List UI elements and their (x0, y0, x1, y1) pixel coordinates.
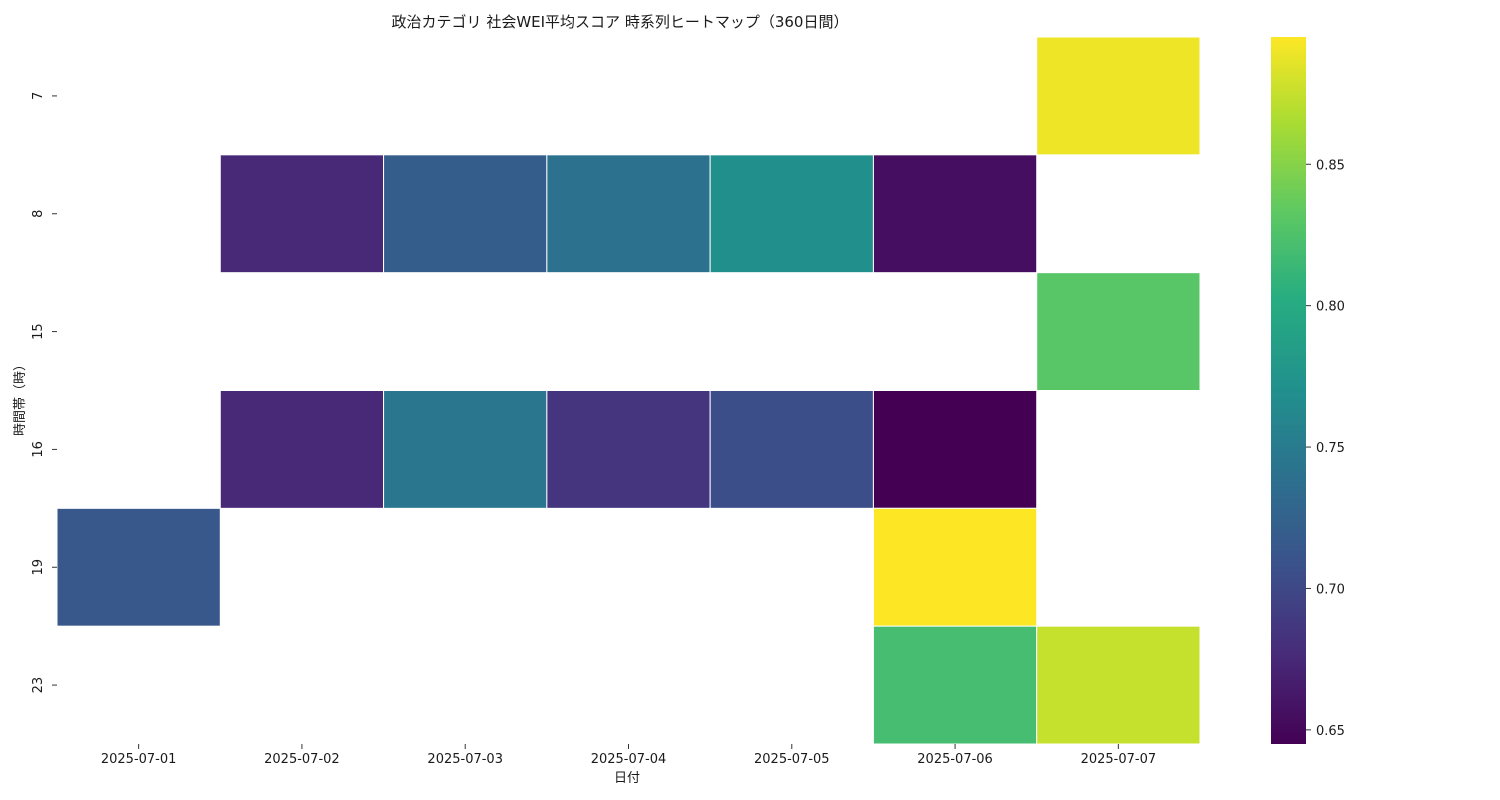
heatmap-cell-23-2025-07-06 (872, 625, 1038, 745)
x-tick-label: 2025-07-06 (917, 752, 993, 767)
colorbar-tick-label: 0.85 (1316, 158, 1345, 173)
colorbar-gradient (1271, 37, 1306, 744)
heatmap-cell-16-2025-07-04 (546, 390, 711, 509)
heatmap-cell-16-2025-07-05 (709, 390, 874, 509)
heatmap-cell-8-2025-07-03 (383, 154, 548, 274)
x-tick-label: 2025-07-05 (754, 752, 830, 767)
x-axis-label: 日付 (614, 771, 640, 786)
x-tick-label: 2025-07-02 (264, 752, 340, 767)
x-tick-label: 2025-07-01 (101, 752, 177, 767)
heatmap-cell-16-2025-07-03 (383, 390, 548, 509)
y-axis-label: 時間帯（時） (13, 358, 28, 436)
y-tick-label: 8 (31, 210, 46, 218)
x-tick-label: 2025-07-04 (591, 752, 667, 767)
colorbar-tick-label: 0.70 (1316, 582, 1345, 597)
colorbar-tick-label: 0.80 (1316, 300, 1345, 315)
heatmap-cell-16-2025-07-02 (219, 390, 385, 509)
colorbar-tick-label: 0.75 (1316, 441, 1345, 456)
heatmap-cells (56, 36, 1201, 745)
y-axis: 7 8 15 16 19 23 (31, 92, 57, 694)
y-tick-label: 23 (31, 677, 46, 694)
heatmap-cell-7-2025-07-07 (1036, 36, 1201, 156)
y-tick-label: 7 (31, 92, 46, 100)
heatmap-cell-19-2025-07-01 (56, 507, 221, 627)
heatmap-cell-23-2025-07-07 (1036, 625, 1201, 745)
y-tick-label: 19 (31, 559, 46, 576)
colorbar: 0.65 0.70 0.75 0.80 0.85 (1271, 37, 1345, 744)
chart-title: 政治カテゴリ 社会WEI平均スコア 時系列ヒートマップ（360日間） (392, 13, 849, 31)
heatmap-cell-19-2025-07-06 (872, 507, 1038, 627)
heatmap-cell-8-2025-07-05 (709, 154, 874, 274)
x-tick-label: 2025-07-03 (427, 752, 503, 767)
colorbar-tick-label: 0.65 (1316, 724, 1345, 739)
x-tick-label: 2025-07-07 (1081, 752, 1157, 767)
x-axis: 2025-07-01 2025-07-02 2025-07-03 2025-07-04… (101, 744, 1156, 767)
heatmap-cell-8-2025-07-06 (872, 154, 1038, 274)
heatmap-cell-8-2025-07-02 (219, 154, 385, 274)
heatmap-cell-8-2025-07-04 (546, 154, 711, 274)
heatmap-cell-16-2025-07-06 (872, 390, 1038, 509)
heatmap-cell-15-2025-07-07 (1036, 272, 1201, 391)
y-tick-label: 16 (31, 441, 46, 458)
y-tick-label: 15 (31, 323, 46, 340)
